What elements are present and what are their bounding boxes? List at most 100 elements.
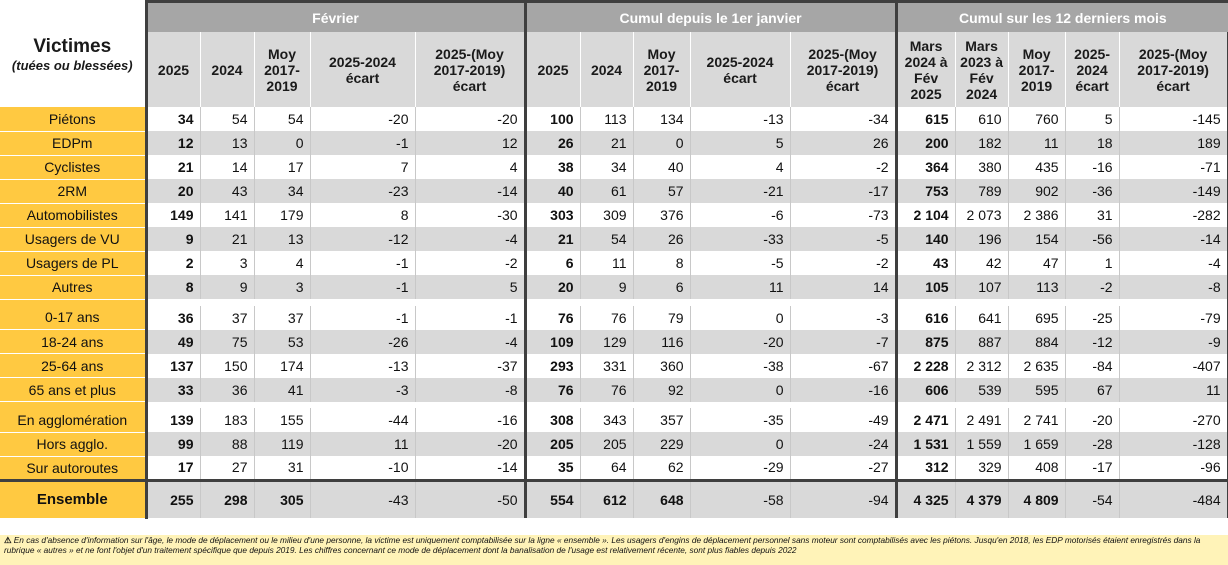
- cell-value: -34: [790, 107, 897, 131]
- cell-value: 18: [1065, 131, 1120, 155]
- cell-value: 36: [144, 305, 201, 330]
- cell-value: 119: [254, 432, 311, 456]
- cell-value: 43: [894, 251, 956, 275]
- separator-cell: [200, 299, 254, 306]
- cell-value: 298: [200, 478, 255, 518]
- group-header-12m: Cumul sur les 12 derniers mois: [894, 0, 1228, 32]
- cell-value: 54: [200, 107, 255, 131]
- cell-value: 2 635: [1008, 353, 1066, 378]
- cell-value: -12: [1065, 329, 1120, 354]
- cell-value: 26: [633, 227, 691, 251]
- cell-value: -79: [1119, 305, 1228, 330]
- sub-header-cumul-2: Moy 2017-2019: [633, 32, 691, 107]
- cell-value: 155: [254, 408, 311, 432]
- separator-cell: [955, 401, 1009, 408]
- cell-value: 31: [254, 456, 311, 480]
- cell-value: 57: [633, 179, 691, 203]
- cell-value: -6: [690, 203, 791, 227]
- cell-value: 205: [580, 432, 634, 456]
- cell-value: -1: [310, 275, 416, 299]
- cell-value: 54: [580, 227, 634, 251]
- cell-value: 760: [1008, 107, 1066, 131]
- row-label: Cyclistes: [0, 155, 146, 180]
- cell-value: 2: [144, 251, 201, 275]
- row-label: Usagers de PL: [0, 251, 146, 276]
- cell-value: 35: [523, 456, 581, 480]
- cell-value: -2: [415, 251, 526, 275]
- row-label: Ensemble: [0, 478, 146, 519]
- cell-value: -1: [310, 251, 416, 275]
- cell-value: 3: [254, 275, 311, 299]
- cell-value: -14: [415, 179, 526, 203]
- sub-header-feb-2: Moy 2017-2019: [254, 32, 311, 107]
- separator-cell: [415, 401, 526, 408]
- victims-table: Victimes (tuées ou blessées) Février Cum…: [0, 0, 1228, 519]
- cell-value: 2 312: [955, 353, 1009, 378]
- cell-value: 37: [254, 305, 311, 330]
- cell-value: 34: [580, 155, 634, 179]
- cell-value: -149: [1119, 179, 1228, 203]
- cell-value: 113: [580, 107, 634, 131]
- cell-value: 17: [144, 456, 201, 480]
- cell-value: -128: [1119, 432, 1228, 456]
- sub-header-feb-1: 2024: [200, 32, 255, 107]
- cell-value: 13: [200, 131, 255, 155]
- cell-value: 6: [523, 251, 581, 275]
- cell-value: 11: [580, 251, 634, 275]
- cell-value: 7: [310, 155, 416, 179]
- cell-value: 5: [415, 275, 526, 299]
- row-label: Piétons: [0, 107, 146, 132]
- cell-value: -58: [690, 478, 791, 518]
- separator-cell: [523, 401, 581, 408]
- cell-value: 64: [580, 456, 634, 480]
- cell-value: 595: [1008, 377, 1066, 402]
- cell-value: -23: [310, 179, 416, 203]
- cell-value: 695: [1008, 305, 1066, 330]
- separator-cell: [1008, 401, 1066, 408]
- table-row: Piétons 34 54 54 -20 -20 100 113 134 -13 -34 615 610…: [0, 107, 1228, 132]
- cell-value: 4 325: [894, 478, 956, 518]
- cell-value: 0: [690, 377, 791, 402]
- cell-value: -4: [415, 329, 526, 354]
- cell-value: 189: [1119, 131, 1228, 155]
- sub-header-row: 2025 2024 Moy 2017-2019 2025-2024 écart 2025…: [0, 32, 1228, 107]
- cell-value: 380: [955, 155, 1009, 179]
- cell-value: 14: [790, 275, 897, 299]
- cell-value: 76: [580, 305, 634, 330]
- cell-value: -33: [690, 227, 791, 251]
- cell-value: -16: [1065, 155, 1120, 179]
- sub-header-feb-4: 2025-(Moy 2017-2019) écart: [415, 32, 526, 107]
- cell-value: 8: [310, 203, 416, 227]
- cell-value: 5: [690, 131, 791, 155]
- sub-header-12m-4: 2025-(Moy 2017-2019) écart: [1119, 32, 1228, 107]
- cell-value: 2 073: [955, 203, 1009, 227]
- cell-value: 606: [894, 377, 956, 402]
- cell-value: 11: [1119, 377, 1228, 402]
- cell-value: 0: [690, 305, 791, 330]
- cell-value: -37: [415, 353, 526, 378]
- table-row: Usagers de VU 9 21 13 -12 -4 21 54 26 -33 -5 140 196…: [0, 227, 1228, 252]
- cell-value: -4: [415, 227, 526, 251]
- cell-value: -20: [310, 107, 416, 131]
- cell-value: -7: [790, 329, 897, 354]
- cell-value: -145: [1119, 107, 1228, 131]
- separator-cell: [633, 299, 691, 306]
- cell-value: 902: [1008, 179, 1066, 203]
- row-label: EDPm: [0, 131, 146, 156]
- cell-value: 329: [955, 456, 1009, 480]
- cell-value: 308: [523, 408, 581, 432]
- cell-value: -14: [1119, 227, 1228, 251]
- row-label: 0-17 ans: [0, 305, 146, 330]
- cell-value: 21: [144, 155, 201, 179]
- cell-value: 54: [254, 107, 311, 131]
- cell-value: 42: [955, 251, 1009, 275]
- cell-value: 41: [254, 377, 311, 402]
- cell-value: 38: [523, 155, 581, 179]
- separator-cell: [894, 401, 956, 408]
- cell-value: 13: [254, 227, 311, 251]
- cell-value: 129: [580, 329, 634, 354]
- cell-value: 0: [254, 131, 311, 155]
- cell-value: 789: [955, 179, 1009, 203]
- cell-value: 4 809: [1008, 478, 1066, 518]
- table-row: Automobilistes 149 141 179 8 -30 303 309 376 -6 -7…: [0, 203, 1228, 228]
